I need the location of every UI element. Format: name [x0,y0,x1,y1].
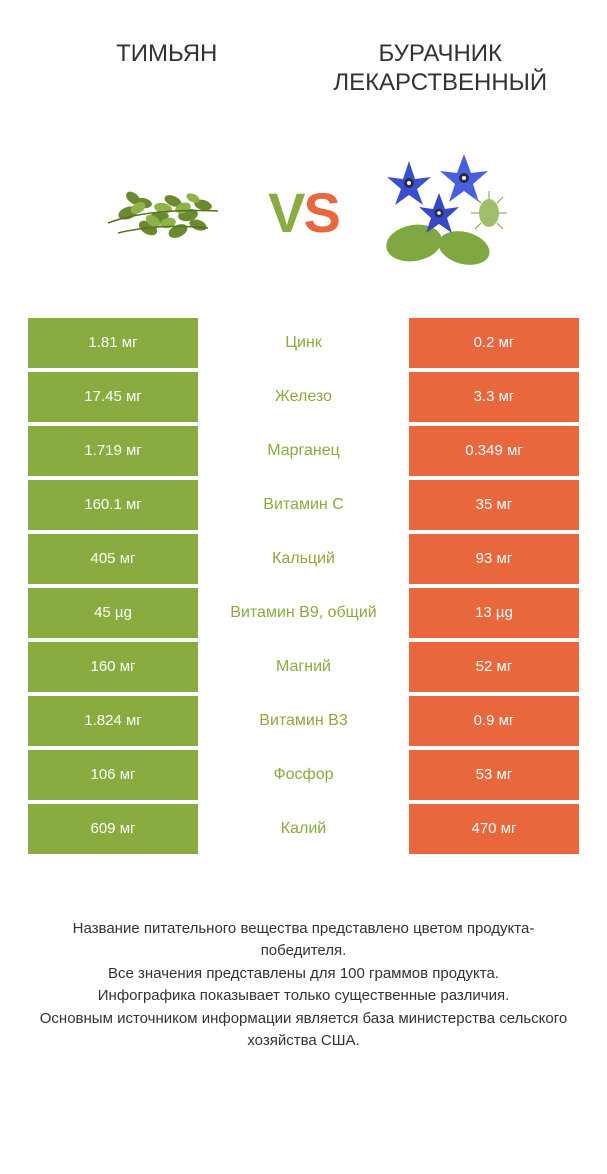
value-left: 160 мг [28,642,198,692]
value-left: 17.45 мг [28,372,198,422]
table-row: 609 мгКалий470 мг [28,804,579,854]
value-right: 93 мг [409,534,579,584]
thyme-image [88,148,248,278]
vs-v: V [268,181,303,244]
table-row: 160.1 мгВитамин C35 мг [28,480,579,530]
value-left: 160.1 мг [28,480,198,530]
table-row: 17.45 мгЖелезо3.3 мг [28,372,579,422]
header: ТИМЬЯН БУРАЧНИК ЛЕКАРСТВЕННЫЙ [0,0,607,118]
value-right: 470 мг [409,804,579,854]
footer-line-4: Основным источником информации является … [30,1008,577,1053]
value-left: 45 µg [28,588,198,638]
value-right: 53 мг [409,750,579,800]
table-row: 1.719 мгМарганец0.349 мг [28,426,579,476]
nutrient-label: Калий [198,804,409,854]
table-row: 160 мгМагний52 мг [28,642,579,692]
value-right: 0.349 мг [409,426,579,476]
value-left: 1.824 мг [28,696,198,746]
table-row: 405 мгКальций93 мг [28,534,579,584]
value-left: 405 мг [28,534,198,584]
table-row: 1.81 мгЦинк0.2 мг [28,318,579,368]
table-row: 106 мгФосфор53 мг [28,750,579,800]
value-right: 3.3 мг [409,372,579,422]
vs-label: VS [268,180,339,245]
value-right: 35 мг [409,480,579,530]
value-left: 1.719 мг [28,426,198,476]
comparison-table: 1.81 мгЦинк0.2 мг17.45 мгЖелезо3.3 мг1.7… [0,318,607,854]
vs-row: VS [0,118,607,318]
value-left: 1.81 мг [28,318,198,368]
nutrient-label: Витамин C [198,480,409,530]
footer-line-1: Название питательного вещества представл… [30,918,577,963]
vs-s: S [304,181,339,244]
nutrient-label: Фосфор [198,750,409,800]
footer-line-2: Все значения представлены для 100 граммо… [30,963,577,986]
footer-line-3: Инфографика показывает только существенн… [30,985,577,1008]
borage-image [359,148,519,278]
table-row: 1.824 мгВитамин B30.9 мг [28,696,579,746]
nutrient-label: Магний [198,642,409,692]
value-right: 0.9 мг [409,696,579,746]
title-left: ТИМЬЯН [30,40,304,98]
nutrient-label: Кальций [198,534,409,584]
value-right: 52 мг [409,642,579,692]
footer: Название питательного вещества представл… [0,858,607,1053]
nutrient-label: Марганец [198,426,409,476]
value-left: 106 мг [28,750,198,800]
value-right: 0.2 мг [409,318,579,368]
table-row: 45 µgВитамин B9, общий13 µg [28,588,579,638]
value-right: 13 µg [409,588,579,638]
nutrient-label: Цинк [198,318,409,368]
title-right: БУРАЧНИК ЛЕКАРСТВЕННЫЙ [304,40,578,98]
nutrient-label: Витамин B3 [198,696,409,746]
value-left: 609 мг [28,804,198,854]
nutrient-label: Железо [198,372,409,422]
nutrient-label: Витамин B9, общий [198,588,409,638]
